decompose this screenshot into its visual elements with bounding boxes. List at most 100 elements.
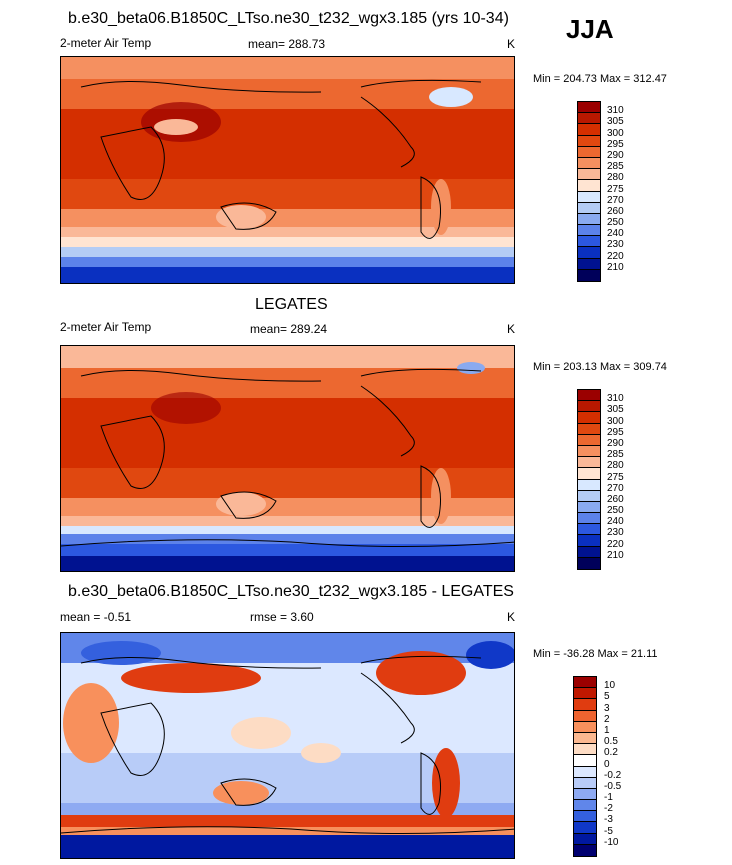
colorbar-label: 275 [607,471,624,483]
colorbar-swatch [574,833,596,845]
colorbar-swatch [574,822,596,834]
colorbar-label: 1 [604,724,610,736]
colorbar-label: 0 [604,758,610,770]
colorbar-label: 310 [607,105,624,117]
colorbar-swatch [574,677,596,689]
colorbar-swatch [578,169,600,181]
colorbar-swatch [578,513,600,525]
panel1-units: K [507,37,516,51]
colorbar-swatch [578,180,600,192]
colorbar-swatch [574,800,596,812]
colorbar-label: 10 [604,680,616,692]
panel2-map [60,345,515,572]
panel3-map [60,632,515,859]
colorbar-swatch [574,721,596,733]
colorbar-swatch [574,766,596,778]
colorbar-swatch [574,811,596,823]
colorbar-label: 2 [604,713,610,725]
colorbar-label: 230 [607,527,624,539]
colorbar-swatch [578,236,600,248]
colorbar-swatch [574,788,596,801]
colorbar-label: 295 [607,426,624,438]
colorbar-label: 290 [607,437,624,449]
colorbar-swatch [578,146,600,158]
colorbar-label: -3 [604,814,613,826]
colorbar-label: -2 [604,803,613,815]
colorbar-label: -10 [604,836,619,848]
colorbar-swatch [578,258,600,270]
colorbar-swatch [578,535,600,547]
colorbar-label: 210 [607,261,624,273]
panel3-mean: mean = -0.51 [60,610,132,624]
colorbar-label: 220 [607,538,624,550]
colorbar-label: 270 [607,194,624,206]
colorbar-swatch [578,501,600,514]
colorbar-swatch [578,546,600,558]
colorbar-label: 210 [607,549,624,561]
panel1-minmax: Min = 204.73 Max = 312.47 [533,73,667,85]
colorbar-label: 275 [607,183,624,195]
colorbar-swatch [578,135,600,147]
colorbar-label: -0.2 [604,769,622,781]
colorbar-label: 270 [607,482,624,494]
colorbar-swatch [578,524,600,536]
colorbar-swatch [574,755,596,767]
colorbar-swatch [574,732,596,745]
colorbar-swatch [574,844,596,856]
panel1-title: b.e30_beta06.B1850C_LTso.ne30_t232_wgx3.… [68,10,509,27]
panel3-minmax: Min = -36.28 Max = 21.11 [533,648,658,660]
colorbar-label: 285 [607,161,624,173]
colorbar-swatch [578,247,600,259]
panel1-colorbar [577,101,601,282]
colorbar-label: 260 [607,205,624,217]
panel3-title: b.e30_beta06.B1850C_LTso.ne30_t232_wgx3.… [68,583,514,600]
colorbar-label: 300 [607,415,624,427]
colorbar-label: -0.5 [604,780,622,792]
colorbar-label: 240 [607,228,624,240]
panel2-minmax: Min = 203.13 Max = 309.74 [533,361,667,373]
colorbar-swatch [578,157,600,170]
panel1-mean: mean= 288.73 [248,37,326,51]
colorbar-label: 240 [607,516,624,528]
panel2-variable: 2-meter Air Temp [60,320,152,334]
colorbar-swatch [578,401,600,413]
colorbar-label: 295 [607,138,624,150]
colorbar-label: 290 [607,149,624,161]
colorbar-label: 305 [607,116,624,128]
colorbar-label: 300 [607,127,624,139]
colorbar-swatch [578,490,600,502]
colorbar-swatch [578,445,600,458]
colorbar-label: 220 [607,250,624,262]
panel1-map [60,56,515,284]
panel3-rmse: rmse = 3.60 [250,610,314,624]
panel3-colorbar-labels: 10 5 3 2 1 0.5 0.2 0 -0.2 -0.5 -1 -2 -3 -5 -10 [604,676,644,857]
colorbar-swatch [574,744,596,756]
colorbar-label: -1 [604,792,613,804]
panel2-colorbar-labels: 310 305 300 295 290 285 280 275 270 260 250 240 230 2… [607,389,647,570]
panel3-colorbar [573,676,597,857]
colorbar-swatch [578,423,600,435]
colorbar-label: 250 [607,505,624,517]
colorbar-swatch [578,457,600,469]
panel2-mean: mean= 289.24 [250,322,328,336]
panel1-colorbar-labels: 310 305 300 295 290 285 280 275 270 260 250 240 230 2… [607,101,647,282]
colorbar-label: 250 [607,217,624,229]
colorbar-label: 0.2 [604,747,618,759]
colorbar-swatch [578,225,600,237]
panel2-colorbar [577,389,601,570]
panel3-units: K [507,610,516,624]
colorbar-swatch [578,479,600,491]
panel2-title: LEGATES [255,296,328,313]
colorbar-label: 280 [607,460,624,472]
colorbar-swatch [574,710,596,722]
colorbar-swatch [578,202,600,214]
colorbar-label: -5 [604,825,613,837]
colorbar-label: 5 [604,691,610,703]
colorbar-swatch [578,390,600,402]
colorbar-swatch [578,269,600,281]
colorbar-swatch [578,113,600,125]
season-label: JJA [566,14,614,44]
colorbar-swatch [578,434,600,446]
colorbar-swatch [578,102,600,114]
colorbar-label: 310 [607,393,624,405]
